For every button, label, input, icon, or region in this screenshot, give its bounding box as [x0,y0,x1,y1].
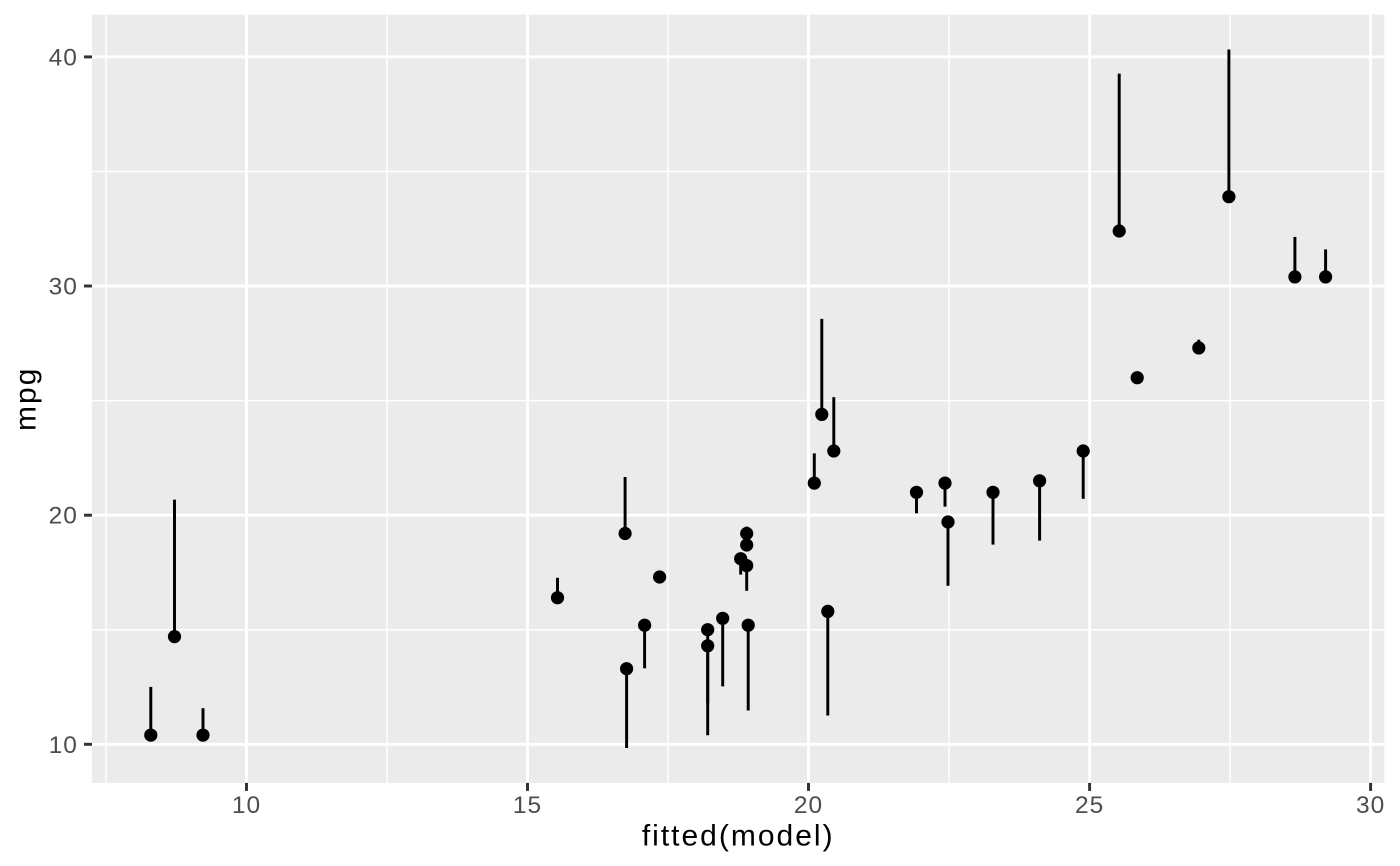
svg-text:10: 10 [49,732,78,759]
svg-text:20: 20 [794,792,823,819]
svg-text:30: 30 [49,274,78,301]
svg-text:25: 25 [1075,792,1104,819]
svg-text:30: 30 [1356,792,1385,819]
svg-text:fitted(model): fitted(model) [642,820,835,853]
svg-text:mpg: mpg [10,367,43,431]
svg-text:20: 20 [49,503,78,530]
svg-text:15: 15 [513,792,542,819]
svg-text:10: 10 [232,792,261,819]
svg-text:40: 40 [49,44,78,71]
